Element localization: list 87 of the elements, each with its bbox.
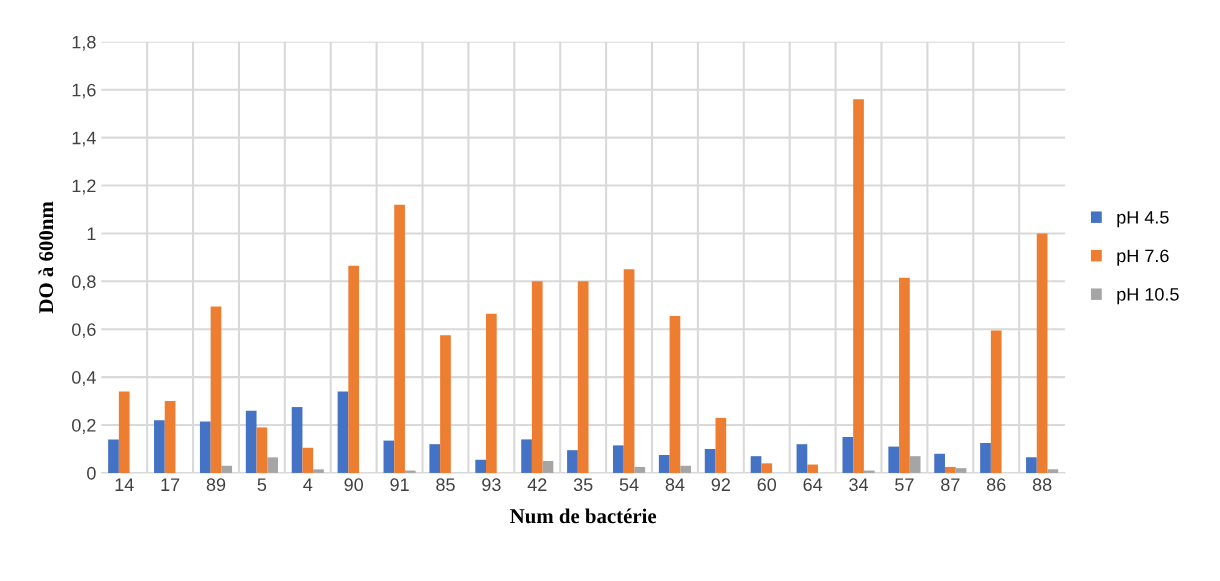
bar bbox=[567, 450, 578, 473]
bar bbox=[680, 465, 692, 473]
y-tick-label: 1,6 bbox=[72, 83, 96, 99]
legend-label: pH 10.5 bbox=[1117, 287, 1179, 305]
bar bbox=[267, 457, 278, 473]
bar bbox=[164, 401, 176, 473]
x-tick-label: 87 bbox=[941, 478, 960, 492]
x-tick-label: 89 bbox=[206, 478, 226, 492]
bar bbox=[221, 465, 233, 473]
bar bbox=[475, 459, 487, 473]
x-tick-label: 14 bbox=[115, 478, 134, 491]
bar bbox=[1026, 457, 1037, 473]
bar bbox=[807, 464, 818, 473]
bar bbox=[888, 446, 900, 473]
bar bbox=[440, 335, 451, 473]
x-tick-label: 92 bbox=[711, 478, 730, 492]
bar bbox=[313, 469, 324, 473]
bar bbox=[108, 439, 119, 473]
bar bbox=[634, 466, 646, 473]
y-tick-label: 1,4 bbox=[72, 131, 96, 147]
bar bbox=[577, 281, 589, 473]
x-tick-label: 60 bbox=[757, 478, 777, 492]
bar bbox=[623, 269, 635, 473]
x-tick-label: 57 bbox=[895, 478, 914, 492]
x-tick-label: 35 bbox=[573, 478, 593, 492]
y-tick-label: 0,8 bbox=[72, 275, 96, 291]
bar bbox=[955, 468, 967, 473]
x-tick-label: 84 bbox=[665, 478, 685, 492]
x-tick-label: 64 bbox=[803, 478, 823, 492]
bar bbox=[669, 316, 681, 473]
bar bbox=[199, 421, 211, 473]
x-tick-label: 4 bbox=[303, 478, 313, 491]
bar bbox=[842, 437, 854, 473]
bar bbox=[715, 417, 727, 473]
x-tick-label: 91 bbox=[390, 478, 409, 492]
bar bbox=[796, 444, 808, 473]
x-tick-label: 34 bbox=[849, 478, 869, 492]
bar bbox=[521, 439, 532, 473]
y-tick-label: 1 bbox=[87, 227, 96, 240]
bar bbox=[210, 306, 222, 473]
y-tick-label: 0,4 bbox=[72, 371, 96, 386]
bar bbox=[542, 460, 554, 473]
bar bbox=[348, 265, 360, 473]
bar bbox=[704, 448, 716, 473]
x-tick-label: 5 bbox=[257, 478, 267, 492]
bar bbox=[909, 456, 921, 473]
bar bbox=[383, 440, 395, 473]
bar bbox=[944, 466, 956, 473]
x-tick-label: 85 bbox=[436, 478, 455, 492]
bar bbox=[658, 454, 670, 473]
legend-label: pH 4.5 bbox=[1117, 211, 1169, 228]
bar bbox=[337, 391, 349, 473]
y-tick-label: 0,2 bbox=[72, 418, 96, 434]
x-tick-label: 86 bbox=[986, 478, 1006, 492]
bar bbox=[612, 445, 624, 473]
x-tick-label: 88 bbox=[1032, 478, 1052, 492]
bar bbox=[256, 427, 268, 473]
bar bbox=[486, 313, 497, 473]
x-tick-label: 90 bbox=[344, 478, 364, 492]
bar bbox=[394, 204, 405, 473]
bar bbox=[990, 330, 1002, 473]
bar bbox=[154, 420, 165, 473]
y-tick-label: 0,6 bbox=[72, 323, 96, 339]
y-tick-label: 1,8 bbox=[72, 35, 96, 51]
bar bbox=[291, 407, 303, 473]
x-axis-title: Num de bactérie bbox=[510, 508, 657, 524]
bar bbox=[531, 281, 543, 473]
bar bbox=[853, 99, 864, 473]
x-tick-label: 93 bbox=[482, 478, 501, 492]
bar bbox=[429, 444, 441, 473]
bar bbox=[118, 391, 130, 473]
y-tick-label: 1,2 bbox=[72, 179, 96, 195]
bar bbox=[1036, 233, 1048, 473]
y-axis-title: DO à 600nm bbox=[38, 201, 54, 314]
legend-label: pH 7.6 bbox=[1117, 249, 1169, 266]
bar bbox=[302, 447, 314, 473]
bar bbox=[899, 277, 910, 473]
bar bbox=[1047, 469, 1059, 473]
y-tick-label: 0 bbox=[87, 466, 96, 480]
x-tick-label: 42 bbox=[527, 478, 547, 491]
bar bbox=[245, 410, 257, 473]
x-tick-label: 17 bbox=[161, 478, 180, 491]
x-tick-label: 54 bbox=[619, 478, 639, 492]
bar bbox=[980, 443, 991, 473]
bar bbox=[761, 463, 773, 473]
bar bbox=[934, 453, 945, 473]
bar bbox=[750, 456, 762, 473]
